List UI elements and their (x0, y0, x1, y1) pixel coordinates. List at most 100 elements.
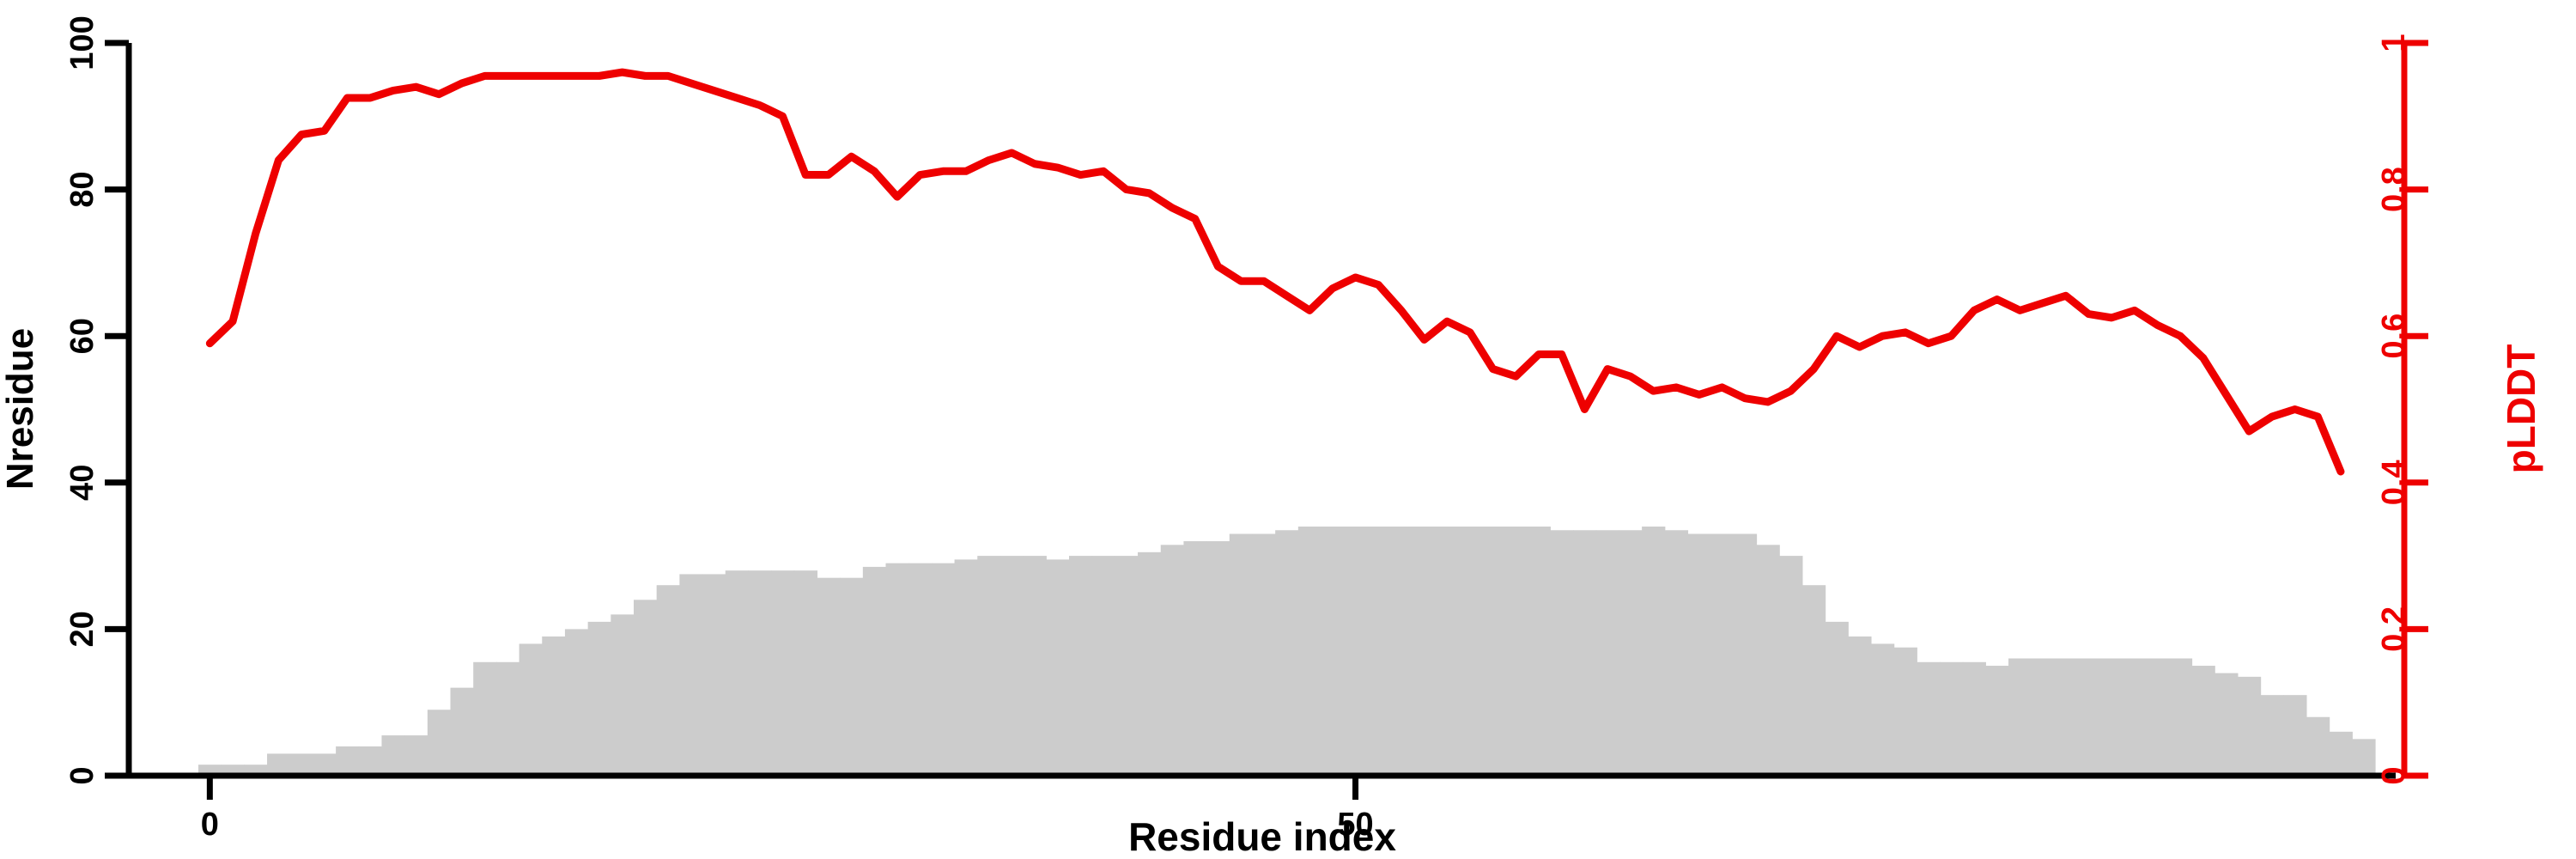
left-tick-label: 80 (64, 171, 100, 207)
right-tick-label: 0.4 (2376, 460, 2412, 505)
nresidue-bar (793, 570, 818, 776)
nresidue-bar (999, 556, 1024, 776)
nresidue-bar (1664, 530, 1689, 776)
nresidue-bar (2031, 658, 2056, 776)
x-axis-title: Residue index (1128, 814, 1396, 859)
nresidue-bar (381, 735, 405, 776)
nresidue-bar (1710, 533, 1735, 776)
nresidue-bar (1779, 556, 1803, 776)
nresidue-bar (358, 746, 383, 776)
nresidue-bar (1023, 556, 1047, 776)
nresidue-bar (1160, 545, 1185, 776)
nresidue-bar (1183, 541, 1207, 776)
right-tick-label: 0 (2376, 766, 2412, 784)
nresidue-bars (198, 526, 2376, 776)
plddt-line (205, 68, 2345, 476)
nresidue-bar (2146, 658, 2170, 776)
nresidue-bar (1985, 666, 2009, 776)
nresidue-bar (885, 563, 909, 776)
nresidue-bar (2306, 716, 2330, 776)
nresidue-bar (725, 570, 750, 776)
nresidue-bar (1848, 636, 1872, 776)
nresidue-bar (1046, 559, 1070, 776)
nresidue-bar (2352, 739, 2376, 776)
right-tick-label: 0.8 (2376, 167, 2412, 212)
left-tick-label: 40 (64, 465, 100, 501)
nresidue-bar (1344, 526, 1368, 776)
nresidue-bar (1069, 556, 1093, 776)
nresidue-bar (1481, 526, 1505, 776)
right-tick-label: 1 (2376, 34, 2412, 52)
nresidue-bar (977, 556, 1001, 776)
nresidue-bar (2099, 658, 2124, 776)
nresidue-bar (1687, 533, 1711, 776)
nresidue-bar (2191, 666, 2215, 776)
nresidue-bar (1115, 556, 1139, 776)
nresidue-bar (1413, 526, 1437, 776)
left-axis-ticks: 0 20 40 60 80 100 (64, 15, 129, 785)
nresidue-bar (1206, 541, 1230, 776)
nresidue-bar (817, 577, 841, 776)
left-tick-label: 0 (64, 766, 100, 784)
nresidue-bar (1733, 533, 1758, 776)
nresidue-bar (656, 585, 680, 776)
nresidue-bar (2168, 658, 2193, 776)
y-axis-title: Nresidue (0, 328, 41, 490)
nresidue-bar (1550, 530, 1574, 776)
nresidue-bar (2260, 695, 2284, 776)
nresidue-bar (313, 753, 337, 776)
nresidue-bar (954, 559, 978, 776)
nresidue-bar (450, 687, 474, 776)
nresidue-bar (1642, 526, 1666, 776)
right-tick-label: 0.2 (2376, 606, 2412, 652)
nresidue-bar (1504, 526, 1528, 776)
nresidue-bar (702, 574, 726, 776)
nresidue-bar (1893, 647, 1917, 776)
nresidue-bar (1619, 530, 1643, 776)
nresidue-bar (1527, 526, 1551, 776)
right-axis: 0 0.2 0.4 0.6 0.8 1 (2376, 34, 2428, 785)
nresidue-bar (2283, 695, 2307, 776)
nresidue-bar (473, 661, 497, 776)
nresidue-bar (908, 563, 933, 776)
nresidue-bar (2237, 676, 2262, 776)
nresidue-bar (1573, 530, 1597, 776)
bottom-tick-label: 50 (1337, 807, 1373, 843)
left-tick-label: 20 (64, 611, 100, 647)
nresidue-bar (1435, 526, 1460, 776)
nresidue-bar (2329, 731, 2353, 776)
nresidue-bar (289, 753, 314, 776)
nresidue-bar (679, 574, 703, 776)
nresidue-bar (611, 614, 635, 776)
nresidue-bar (1091, 556, 1115, 776)
nresidue-bar (2008, 658, 2032, 776)
y2-axis-title: pLDDT (2499, 344, 2543, 474)
nresidue-bar (1825, 621, 1849, 776)
nresidue-bar (1275, 530, 1299, 776)
nresidue-bar (1389, 526, 1413, 776)
nresidue-bar (771, 570, 795, 776)
right-tick-label: 0.6 (2376, 314, 2412, 359)
nresidue-bar (931, 563, 956, 776)
left-axis: 0 20 40 60 80 100 (64, 15, 132, 785)
nresidue-bar (840, 577, 864, 776)
left-tick-label: 100 (64, 15, 100, 70)
nresidue-bar (519, 643, 543, 776)
nresidue-bar (1138, 551, 1162, 776)
nresidue-bar (2054, 658, 2078, 776)
nresidue-bar (427, 710, 452, 776)
left-tick-label: 60 (64, 318, 100, 354)
nresidue-bar (1940, 661, 1964, 776)
nresidue-bar (634, 600, 658, 776)
nresidue-bar (1962, 661, 1986, 776)
nresidue-bar (1756, 545, 1780, 776)
nresidue-bar (1229, 533, 1254, 776)
nresidue-bar (1297, 526, 1322, 776)
nresidue-bar (2215, 673, 2239, 776)
nresidue-bar (2077, 658, 2101, 776)
nresidue-bar (1458, 526, 1482, 776)
nresidue-bar (267, 753, 291, 776)
nresidue-bar (404, 735, 428, 776)
